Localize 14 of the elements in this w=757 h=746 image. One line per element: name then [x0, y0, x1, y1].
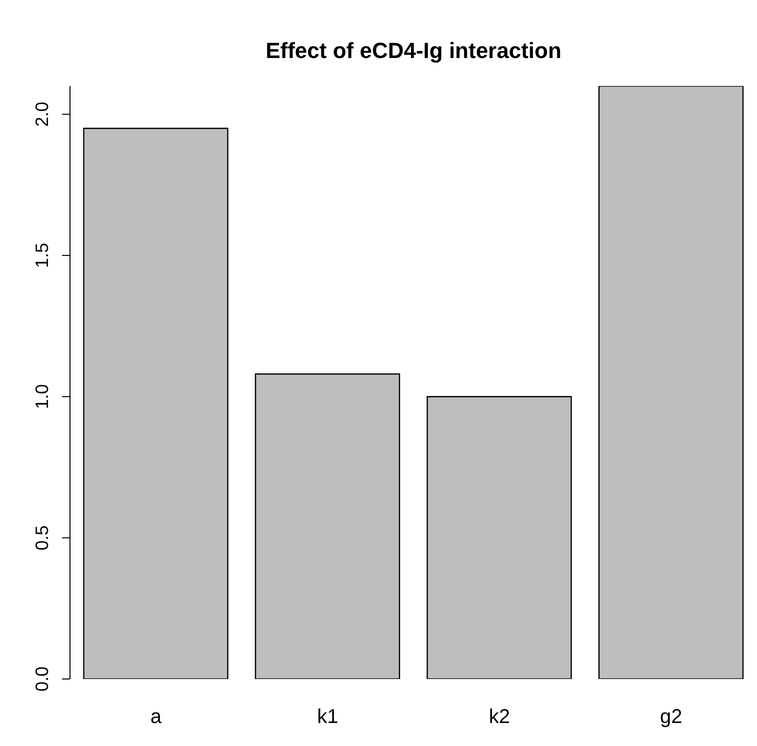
y-tick-label: 2.0 — [32, 102, 52, 127]
y-tick-label: 1.5 — [32, 242, 52, 268]
bar — [598, 86, 744, 679]
x-tick-label: g2 — [660, 706, 682, 728]
x-tick-label: k1 — [317, 706, 338, 728]
chart-title: Effect of eCD4-Ig interaction — [264, 38, 562, 64]
y-tick-label: 0.0 — [32, 666, 52, 692]
bar — [254, 373, 400, 679]
x-tick-label: a — [150, 706, 162, 728]
y-tick-label: 1.0 — [32, 384, 52, 410]
x-tick-label: k2 — [488, 706, 510, 728]
y-tick-label: 0.5 — [32, 525, 52, 550]
bar — [83, 128, 228, 679]
bar — [426, 396, 572, 679]
